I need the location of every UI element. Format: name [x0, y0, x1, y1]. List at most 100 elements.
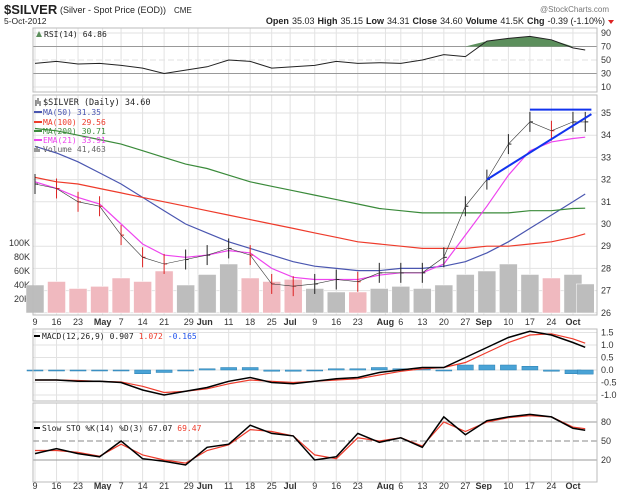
volume-bar — [370, 288, 389, 314]
rsi-last: 64.86 — [83, 30, 107, 39]
price-tick-label: 31 — [601, 197, 611, 207]
date-tick-label-bottom: 25 — [267, 481, 277, 490]
sto-k-line — [34, 413, 586, 466]
volume-tick-label: 40K — [14, 280, 30, 290]
volume-icon — [34, 146, 40, 152]
down-arrow-icon — [608, 20, 614, 24]
macd-panel — [32, 328, 598, 402]
date-tick-label: 9 — [32, 317, 37, 327]
date-tick-label-bottom: Jun — [197, 481, 213, 490]
ma100-legend: MA(100) 29.56 — [43, 118, 106, 127]
rsi-tick-label: 30 — [601, 69, 611, 79]
ma50-line — [34, 145, 586, 272]
date-tick-label-bottom: 24 — [546, 481, 556, 490]
price-tick-label: 27 — [601, 286, 611, 296]
rsi-tick-label: 70 — [601, 42, 611, 52]
macd-histogram-bar — [177, 369, 194, 372]
date-tick-label: Sep — [476, 317, 493, 327]
date-tick-label: 16 — [52, 317, 62, 327]
high-label: High — [318, 16, 338, 26]
open-value: 35.03 — [292, 16, 315, 26]
rsi-tick-label: 50 — [601, 55, 611, 65]
trendline-support — [486, 113, 592, 181]
macd-histogram-bar — [576, 369, 594, 375]
macd-tick-label: 0.0 — [601, 365, 614, 375]
ema21-last: 33.91 — [82, 136, 106, 145]
date-tick-label-bottom: 17 — [525, 481, 535, 490]
sto-d-line — [35, 415, 586, 464]
date-tick-label-bottom: 18 — [245, 481, 255, 490]
date-tick-label-bottom: Oct — [565, 481, 580, 490]
volume-legend: Volume 41,463 — [43, 145, 106, 154]
ma100-last: 29.56 — [82, 118, 106, 127]
macd-histogram-bar — [134, 369, 151, 374]
macd-histogram-bar — [91, 369, 108, 372]
date-tick-label: Aug — [377, 317, 395, 327]
price-tick-label: 28 — [601, 263, 611, 273]
ma100-label: MA(100) — [43, 118, 77, 127]
date-tick-label: 13 — [417, 317, 427, 327]
macd-line — [35, 330, 586, 396]
date-tick-label: 11 — [224, 317, 233, 327]
macd-tick-label: -1.0 — [601, 390, 617, 400]
date-tick-label: 18 — [245, 317, 255, 327]
ma50-legend: MA(50) 31.35 — [43, 108, 101, 117]
volume-bar — [499, 263, 518, 314]
sto-tick-label: 80 — [601, 417, 611, 427]
macd-histogram-bar — [198, 368, 216, 371]
volume-bar — [520, 274, 540, 314]
sto-d-last: 69.47 — [177, 424, 201, 433]
macd-histogram-bar — [435, 369, 453, 372]
date-tick-label-bottom: 29 — [184, 481, 194, 490]
volume-bar — [434, 284, 454, 314]
date-tick-label: 7 — [119, 317, 124, 327]
ma200-line — [34, 127, 586, 214]
date-tick-label: 20 — [439, 317, 449, 327]
date-tick-label-bottom: 20 — [439, 481, 449, 490]
ma50-label: MA(50) — [43, 108, 72, 117]
chg-label: Chg — [527, 16, 545, 26]
rsi-icon — [36, 31, 42, 37]
date-tick-label: 6 — [398, 317, 403, 327]
date-tick-label: Jun — [197, 317, 213, 327]
date-tick-label-bottom: May — [94, 481, 112, 490]
macd-tick-label: 1.0 — [601, 340, 614, 350]
date-tick-label: 24 — [546, 317, 556, 327]
chg-value: -0.39 (-1.10%) — [548, 16, 606, 26]
volume-bar — [90, 286, 109, 314]
volume-legend-last: 41,463 — [77, 145, 106, 154]
sto-legend: Slow STO %K(14) %D(3) 67.07 69.47 — [42, 424, 202, 433]
volume-bar — [111, 277, 131, 314]
macd-histogram-bar — [521, 366, 539, 371]
date-tick-label: Jul — [284, 317, 297, 327]
volume-bar — [197, 274, 217, 314]
price-panel — [32, 94, 598, 316]
price-tick-label: 30 — [601, 219, 611, 229]
sto-tick-label: 50 — [601, 436, 611, 446]
exchange: CME — [174, 6, 192, 15]
date-tick-label-bottom: 9 — [312, 481, 317, 490]
sto-tick-label: 20 — [601, 455, 611, 465]
low-label: Low — [366, 16, 385, 26]
volume-bar — [154, 270, 174, 314]
price-tick-label: 26 — [601, 308, 611, 318]
date-tick-label-bottom: 16 — [331, 481, 341, 490]
date-tick-label-bottom: 13 — [417, 481, 427, 490]
macd-signal-line — [35, 333, 586, 394]
volume-tick-label: 80K — [14, 252, 30, 262]
date-tick-label: 17 — [525, 317, 535, 327]
price-tick-label: 32 — [601, 175, 611, 185]
price-close-line — [34, 121, 586, 287]
volume-bar — [413, 288, 432, 314]
rsi-panel — [32, 27, 598, 93]
macd-histogram-bar — [155, 369, 173, 373]
macd-histogram-bar — [112, 369, 130, 372]
volume-legend-label: Volume — [43, 145, 72, 154]
macd-histogram-bar — [284, 369, 302, 372]
date-tick-label-bottom: 14 — [138, 481, 148, 490]
volume-bar — [391, 286, 411, 314]
description: (Silver - Spot Price (EOD)) — [60, 5, 166, 15]
volume-tick-label: 60K — [14, 266, 30, 276]
ema21-line — [34, 136, 586, 281]
volume-bar — [477, 270, 497, 314]
